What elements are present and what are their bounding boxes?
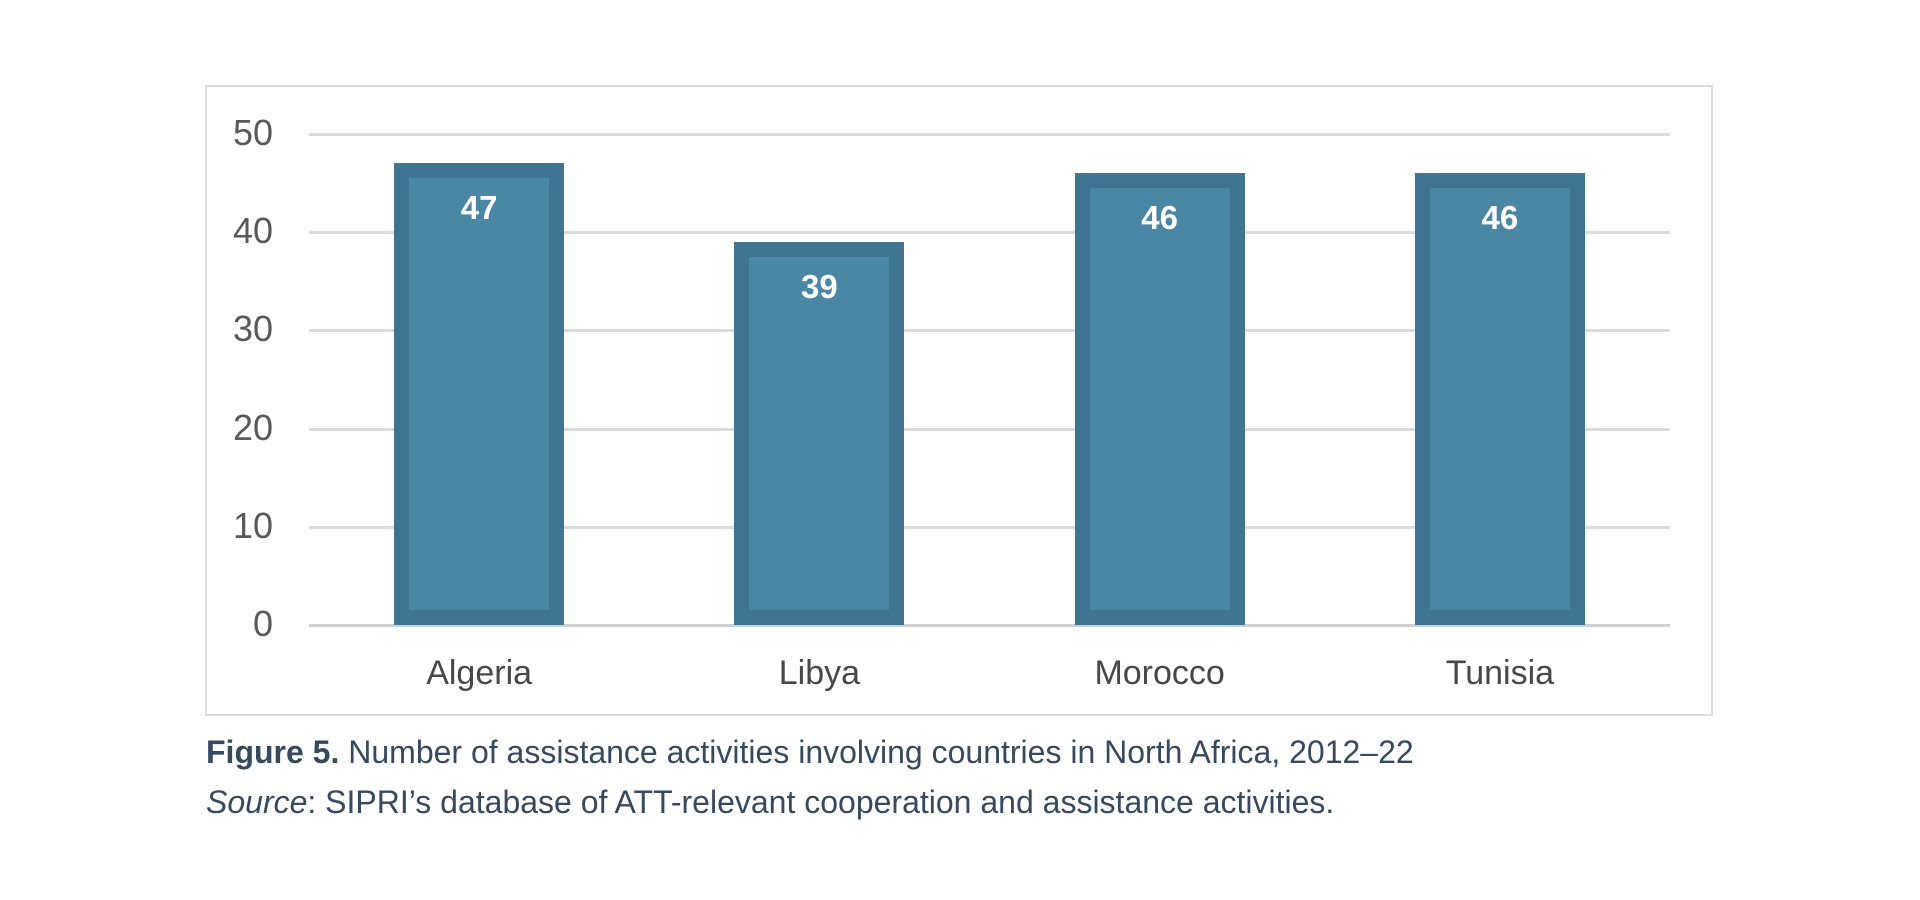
source-label: Source	[206, 784, 308, 820]
bar-tunisia: 46	[1414, 173, 1585, 625]
gridline	[309, 231, 1670, 235]
x-axis-category-label: Algeria	[426, 654, 533, 692]
bar-value-label: 39	[801, 268, 838, 306]
y-axis-tick-label: 10	[232, 504, 273, 546]
y-axis-tick-label: 0	[252, 603, 273, 645]
bar-value-label: 46	[1141, 199, 1178, 237]
source-text: : SIPRI’s database of ATT-relevant coope…	[307, 784, 1335, 820]
bar-morocco: 46	[1074, 173, 1245, 625]
gridline	[309, 133, 1670, 136]
figure-title: Number of assistance activities involvin…	[348, 734, 1414, 770]
chart-frame: 0 10 20 30 40 50 47 Algeria 39 Libya 46 Morocco 46 Tu…	[205, 85, 1713, 716]
bar-value-label: 47	[460, 189, 498, 227]
bar-inner-fill	[1089, 188, 1230, 610]
bar-inner-fill	[409, 178, 550, 610]
caption-source-line: Source: SIPRI’s database of ATT-relevant…	[206, 777, 1414, 827]
y-axis-tick-label: 30	[232, 308, 273, 350]
y-axis-tick-label: 20	[232, 406, 273, 448]
figure-caption: Figure 5. Number of assistance activitie…	[206, 727, 1414, 827]
x-axis-line	[309, 624, 1670, 627]
bar-libya: 39	[734, 242, 905, 625]
gridline	[309, 329, 1670, 333]
x-axis-category-label: Libya	[778, 654, 861, 692]
x-axis-category-label: Morocco	[1094, 654, 1225, 692]
bar-inner-fill	[1429, 188, 1570, 610]
bar-algeria: 47	[394, 163, 565, 625]
plot-area: 0 10 20 30 40 50 47 Algeria 39 Libya 46 Morocco 46 Tu…	[207, 87, 1711, 714]
bar-inner-fill	[749, 257, 890, 610]
gridline	[309, 427, 1670, 431]
bar-value-label: 46	[1481, 199, 1519, 237]
y-axis-tick-label: 50	[232, 112, 273, 154]
x-axis-category-label: Tunisia	[1445, 654, 1555, 692]
figure-number: Figure 5.	[206, 734, 340, 770]
caption-title-line: Figure 5. Number of assistance activitie…	[206, 727, 1414, 777]
y-axis-tick-label: 40	[232, 210, 273, 252]
gridline	[309, 525, 1670, 529]
